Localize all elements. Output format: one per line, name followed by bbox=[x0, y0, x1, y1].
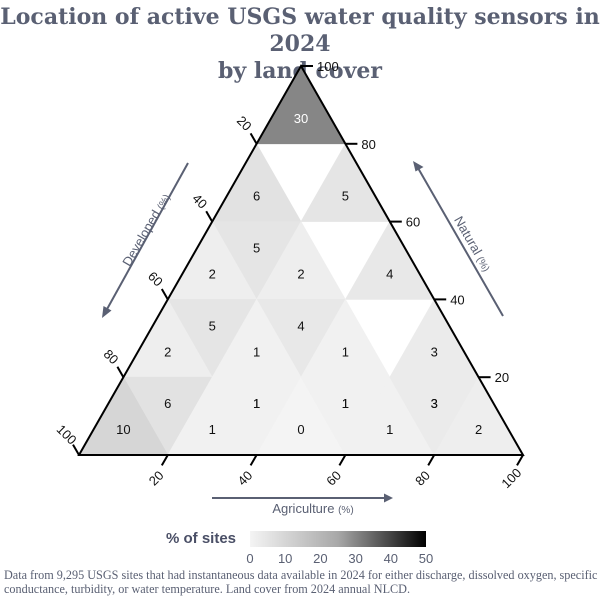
agriculture-tick bbox=[427, 454, 436, 466]
legend-tick-label: 50 bbox=[419, 551, 433, 566]
heatmap-cell bbox=[211, 143, 302, 222]
developed-tick bbox=[249, 132, 258, 145]
agriculture-tick bbox=[338, 454, 347, 466]
heatmap-cell-value: 1 bbox=[342, 396, 349, 411]
developed-tick bbox=[160, 288, 169, 300]
developed-tick bbox=[72, 444, 80, 456]
ternary-frame bbox=[77, 63, 525, 456]
agriculture-axis-label: Agriculture bbox=[272, 501, 334, 516]
heatmap-cell-value: 30 bbox=[294, 111, 308, 126]
legend: 0 10 20 30 40 50 bbox=[246, 531, 433, 566]
agriculture-tick-label: 80 bbox=[412, 468, 433, 489]
legend-tick-label: 10 bbox=[278, 551, 292, 566]
natural-axis-arrow bbox=[413, 161, 504, 317]
heatmap-cell bbox=[344, 220, 435, 300]
heatmap-cell-value: 6 bbox=[164, 396, 171, 411]
heatmap-cell-value: 1 bbox=[253, 396, 260, 411]
developed-tick bbox=[205, 210, 214, 223]
legend-tick-label: 20 bbox=[313, 551, 327, 566]
legend-tick-label: 0 bbox=[246, 551, 253, 566]
agriculture-tick bbox=[160, 454, 169, 466]
legend-tick-label: 30 bbox=[348, 551, 362, 566]
caption: Data from 9,295 USGS sites that had inst… bbox=[4, 568, 598, 596]
heatmap-cell-value: 4 bbox=[386, 266, 393, 281]
natural-tick-label: 40 bbox=[450, 292, 464, 307]
heatmap-cell-value: 10 bbox=[116, 422, 130, 437]
heatmap-cell-value: 1 bbox=[386, 422, 393, 437]
heatmap-cell-value: 5 bbox=[253, 241, 260, 256]
heatmap-cell-value: 1 bbox=[342, 344, 349, 359]
agriculture-axis-unit: (%) bbox=[338, 505, 354, 516]
developed-axis-title: Developed (%) bbox=[119, 191, 173, 269]
heatmap-cell-value: 3 bbox=[431, 344, 438, 359]
heatmap-cell-value: 6 bbox=[253, 189, 260, 204]
heatmap-cell-value: 1 bbox=[342, 396, 349, 411]
developed-axis-label: Developed bbox=[119, 207, 163, 268]
heatmap-cell-value: 4 bbox=[297, 318, 304, 333]
heatmap-cell-value: 1 bbox=[253, 396, 260, 411]
heatmap-cells bbox=[78, 65, 524, 456]
agriculture-axis-arrow bbox=[212, 493, 393, 503]
natural-tick-label: 60 bbox=[406, 215, 420, 230]
legend-title: % of sites bbox=[166, 530, 237, 547]
developed-tick-label: 40 bbox=[189, 191, 210, 212]
developed-tick-label: 60 bbox=[145, 269, 166, 290]
natural-tick-label: 20 bbox=[495, 370, 509, 385]
natural-tick-label: 100 bbox=[317, 59, 339, 74]
developed-tick-label: 80 bbox=[101, 346, 122, 367]
agriculture-tick bbox=[249, 454, 258, 466]
chart-title: Location of active USGS water quality se… bbox=[0, 4, 600, 85]
agriculture-tick-label: 20 bbox=[146, 468, 167, 489]
developed-tick-label: 20 bbox=[234, 113, 255, 134]
heatmap-cell-value: 5 bbox=[209, 318, 216, 333]
heatmap-cell bbox=[300, 143, 391, 222]
developed-axis-arrow bbox=[102, 162, 189, 318]
heatmap-cell-value: 0 bbox=[297, 422, 304, 437]
natural-tick-label: 80 bbox=[361, 137, 375, 152]
heatmap-cell-value: 3 bbox=[431, 396, 438, 411]
chart-title-line-1: Location of active USGS water quality se… bbox=[0, 4, 600, 57]
heatmap-cell-value: 1 bbox=[209, 422, 216, 437]
heatmap-cell bbox=[389, 298, 480, 378]
developed-tick-label: 100 bbox=[54, 422, 80, 448]
heatmap-cell-value: 2 bbox=[475, 422, 482, 437]
axis-ticks bbox=[72, 65, 524, 466]
agriculture-tick-label: 100 bbox=[498, 465, 524, 491]
heatmap-cell bbox=[256, 65, 346, 145]
heatmap-cell-value: 2 bbox=[164, 344, 171, 359]
agriculture-tick-label: 40 bbox=[235, 468, 256, 489]
heatmap-cell-value: 2 bbox=[297, 266, 304, 281]
agriculture-tick bbox=[516, 454, 524, 466]
legend-tick-label: 40 bbox=[384, 551, 398, 566]
agriculture-axis-title: Agriculture (%) bbox=[272, 501, 353, 516]
legend-ticks: 0 10 20 30 40 50 bbox=[246, 551, 433, 566]
legend-colorbar bbox=[250, 531, 426, 547]
heatmap-cell-value: 3 bbox=[431, 396, 438, 411]
heatmap-cell-value: 5 bbox=[342, 189, 349, 204]
heatmap-cell-value: 2 bbox=[209, 266, 216, 281]
agriculture-tick-label: 60 bbox=[323, 468, 344, 489]
developed-tick bbox=[116, 366, 125, 378]
heatmap-cell-value: 1 bbox=[253, 344, 260, 359]
